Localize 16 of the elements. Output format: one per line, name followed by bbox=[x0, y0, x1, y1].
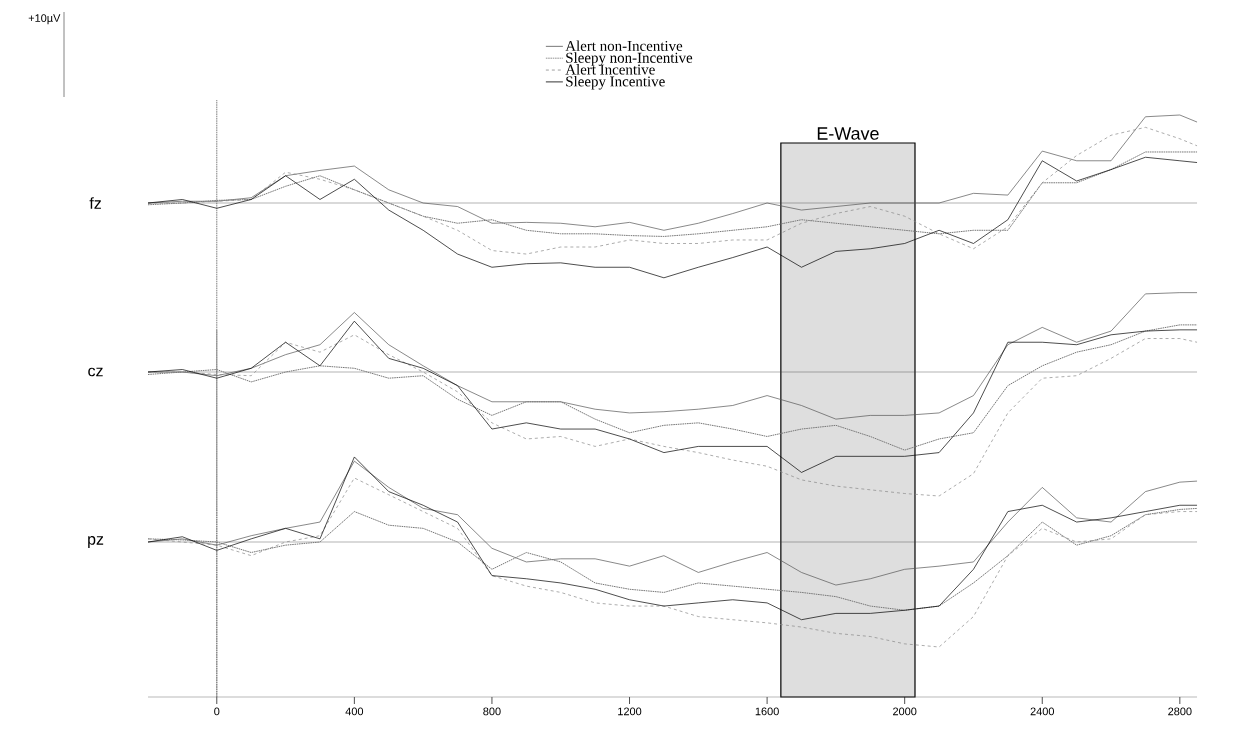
y-axis-title: pz bbox=[88, 536, 104, 548]
band-label: E-Wave bbox=[817, 127, 879, 140]
x-tick-label: 0 bbox=[214, 707, 220, 716]
legend-label: Sleepy Incentive bbox=[566, 75, 665, 90]
x-tick-label: 1600 bbox=[755, 707, 779, 716]
x-tick-label: 2800 bbox=[1168, 707, 1192, 716]
legend-label: Alert Incentive bbox=[565, 64, 655, 75]
y-axis-title: cz bbox=[88, 367, 103, 377]
text: +10µV bbox=[28, 14, 61, 25]
x-tick-label: 400 bbox=[345, 707, 364, 716]
y-axis-title: fz bbox=[89, 197, 101, 209]
legend-label: Alert non-Incentive bbox=[565, 40, 683, 51]
x-tick-label: 2400 bbox=[1030, 707, 1054, 716]
x-tick-label: 1200 bbox=[618, 707, 642, 716]
x-tick-label: 2000 bbox=[893, 707, 917, 716]
x-tick-label: 800 bbox=[483, 707, 501, 716]
